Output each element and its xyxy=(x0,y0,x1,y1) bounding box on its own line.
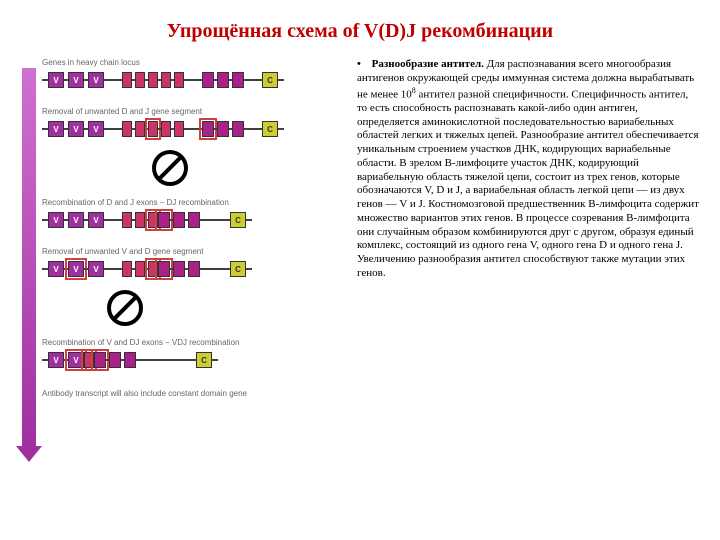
v-segment: V xyxy=(88,72,104,88)
v-segment: V xyxy=(68,72,84,88)
text-heading: Разнообразие антител. xyxy=(372,58,484,70)
d-segment xyxy=(148,72,158,88)
stage-3: Recombination of D and J exons – DJ reco… xyxy=(42,198,342,229)
stage-2: Removal of unwanted D and J gene segment… xyxy=(42,107,342,138)
d-highlight xyxy=(148,121,158,137)
d-segment xyxy=(161,72,171,88)
v-segment: V xyxy=(48,72,64,88)
stage-1-label: Genes in heavy chain locus xyxy=(42,58,342,67)
content-row: Genes in heavy chain locus V V V xyxy=(20,58,700,402)
stage-2-label: Removal of unwanted D and J gene segment xyxy=(42,107,342,116)
c-segment: C xyxy=(262,72,278,88)
gene-row-4: V V V C xyxy=(42,260,342,278)
no-sign-row-1 xyxy=(42,156,342,188)
gene-row-2: V V V xyxy=(42,120,342,138)
gene-row-3: V V V C xyxy=(42,211,342,229)
prohibition-icon xyxy=(152,150,188,186)
gene-row-5: V V C xyxy=(42,351,342,369)
page-title: Упрощённая схема of V(D)J рекомбинации xyxy=(20,20,700,43)
vdj-segment xyxy=(94,352,106,368)
stage-4: Removal of unwanted V and D gene segment… xyxy=(42,247,342,278)
d-segment xyxy=(174,72,184,88)
stage-3-label: Recombination of D and J exons – DJ reco… xyxy=(42,198,342,207)
stage-6-label: Antibody transcript will also include co… xyxy=(42,389,342,398)
bullet-icon: • xyxy=(357,58,361,70)
no-sign-row-2 xyxy=(42,296,342,328)
prohibition-icon xyxy=(107,290,143,326)
stage-5-label: Recombination of V and DJ exons – VDJ re… xyxy=(42,338,342,347)
d-segment xyxy=(135,72,145,88)
diagram-column: Genes in heavy chain locus V V V xyxy=(20,58,342,402)
progress-arrow xyxy=(22,68,36,448)
j-segment xyxy=(232,72,244,88)
d-segment xyxy=(122,72,132,88)
gene-row-1: V V V xyxy=(42,71,342,89)
dj-segment xyxy=(158,212,170,228)
j-highlight xyxy=(202,121,214,137)
j-segment xyxy=(217,72,229,88)
stage-4-label: Removal of unwanted V and D gene segment xyxy=(42,247,342,256)
v-highlight: V xyxy=(68,261,84,277)
stage-1: Genes in heavy chain locus V V V xyxy=(42,58,342,89)
j-segment xyxy=(202,72,214,88)
stage-5: Recombination of V and DJ exons – VDJ re… xyxy=(42,338,342,369)
text-column: • Разнообразие антител. Для распознавани… xyxy=(357,58,700,402)
text-body-2: антител разной специфичности. Специфично… xyxy=(357,88,699,279)
